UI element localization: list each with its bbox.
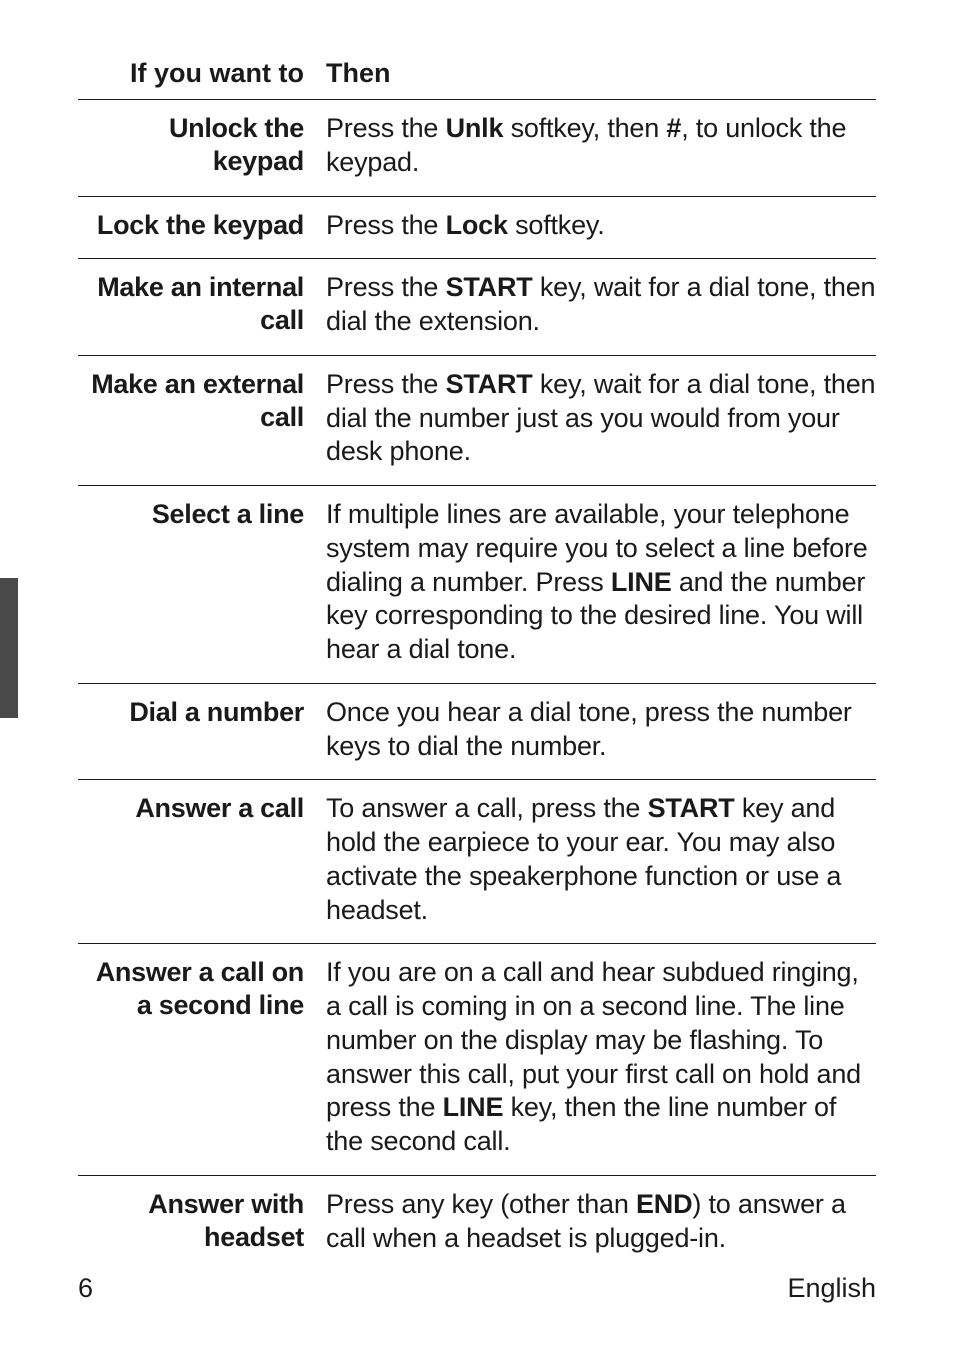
col-header-right: Then [326,58,876,100]
table-row: Select a lineIf multiple lines are avail… [78,486,876,684]
row-description: If you are on a call and hear subdued ri… [326,944,876,1176]
table-row: Answer with headsetPress any key (other … [78,1175,876,1271]
table-row: Dial a numberOnce you hear a dial tone, … [78,683,876,780]
reference-table: If you want to Then Unlock the keypadPre… [78,58,876,1271]
row-label: Lock the keypad [78,196,326,259]
row-description: Press the START key, wait for a dial ton… [326,355,876,485]
page-language: English [787,1273,876,1304]
col-header-left: If you want to [78,58,326,100]
row-label: Dial a number [78,683,326,780]
table-row: Make an internal callPress the START key… [78,259,876,356]
row-description: Press the START key, wait for a dial ton… [326,259,876,356]
row-description: To answer a call, press the START key an… [326,780,876,944]
row-label: Answer a call on a second line [78,944,326,1176]
row-label: Select a line [78,486,326,684]
row-description: Press the Unlk softkey, then #, to unloc… [326,100,876,197]
row-description: If multiple lines are available, your te… [326,486,876,684]
row-description: Once you hear a dial tone, press the num… [326,683,876,780]
row-description: Press the Lock softkey. [326,196,876,259]
table-row: Answer a callTo answer a call, press the… [78,780,876,944]
row-label: Make an external call [78,355,326,485]
row-label: Answer a call [78,780,326,944]
page-number: 6 [78,1273,93,1304]
row-label: Answer with headset [78,1175,326,1271]
table-row: Make an external callPress the START key… [78,355,876,485]
table-row: Answer a call on a second lineIf you are… [78,944,876,1176]
row-label: Make an internal call [78,259,326,356]
table-row: Lock the keypadPress the Lock softkey. [78,196,876,259]
row-label: Unlock the keypad [78,100,326,197]
page-footer: 6 English [78,1273,876,1304]
page-body: If you want to Then Unlock the keypadPre… [0,0,954,1271]
side-tab [0,578,18,718]
table-row: Unlock the keypadPress the Unlk softkey,… [78,100,876,197]
row-description: Press any key (other than END) to answer… [326,1175,876,1271]
